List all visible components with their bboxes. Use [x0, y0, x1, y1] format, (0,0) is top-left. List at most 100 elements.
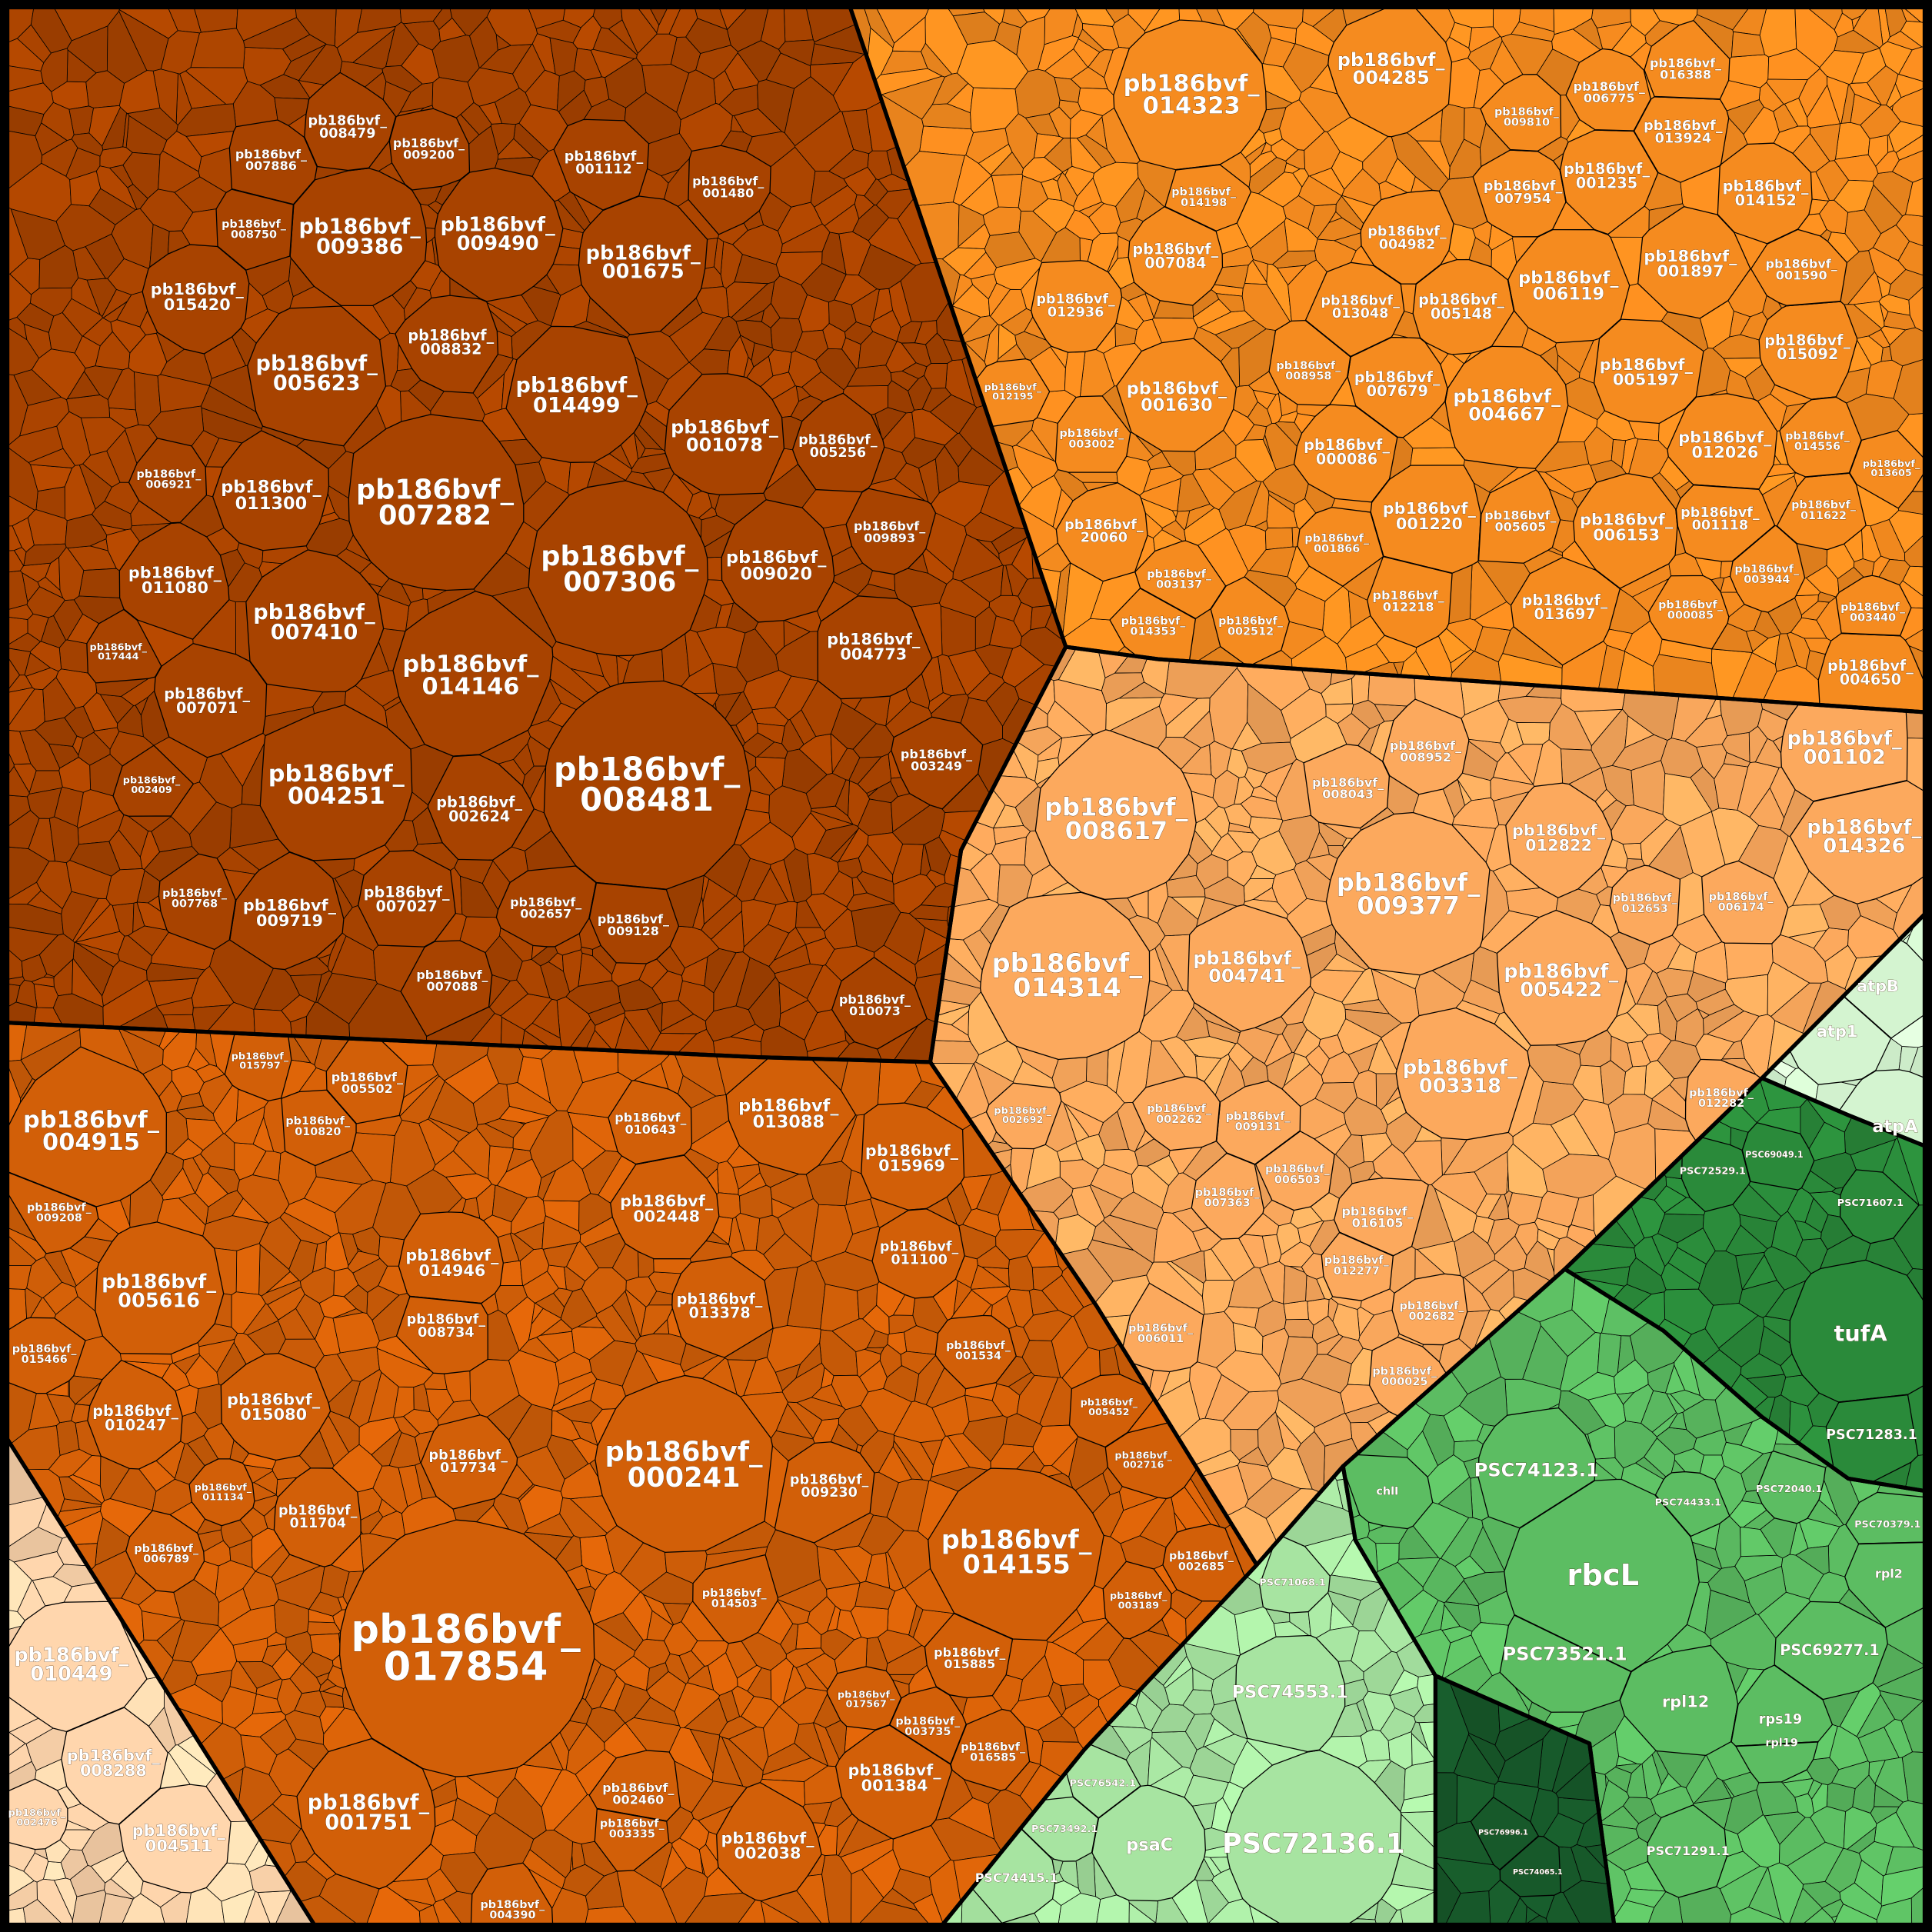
cell	[661, 169, 680, 184]
label-line: 002448	[633, 1207, 700, 1225]
cell	[686, 491, 712, 518]
cell	[205, 466, 223, 498]
cell-label: pb186bvf_ 003440	[1840, 601, 1906, 625]
cell-label: pb186bvf_ 011134	[195, 1482, 252, 1503]
cell-label: pb186bvf_ 014152	[1723, 178, 1809, 209]
label-line: 002685	[1178, 1561, 1224, 1573]
cell	[920, 844, 931, 876]
cells	[6, 6, 1926, 1926]
cell	[401, 43, 440, 85]
label-line: 012218	[1383, 600, 1434, 615]
cell-label: pb186bvf_ 002692	[994, 1105, 1051, 1126]
cell-label: pb186bvf_ 005422	[1504, 960, 1618, 1001]
cell-label: pb186bvf_ 005256	[798, 432, 878, 461]
label-line: 009810	[1504, 117, 1550, 129]
cell	[67, 614, 99, 644]
cell	[611, 1244, 639, 1281]
cell-label: pb186bvf_ 003318	[1403, 1056, 1517, 1098]
cell-label: PSC74123.1	[1474, 1460, 1599, 1481]
cell	[551, 641, 605, 678]
cell	[848, 780, 870, 827]
label-line: 011622	[1800, 510, 1847, 522]
cell	[58, 639, 88, 674]
cell	[522, 765, 546, 800]
cell	[531, 33, 556, 75]
cell	[498, 438, 542, 465]
cell	[745, 131, 796, 167]
cell	[106, 11, 148, 84]
cell	[891, 793, 931, 832]
cell-label: pb186bvf_ 002476	[8, 1807, 66, 1828]
cell	[834, 779, 850, 817]
label-line: 009208	[36, 1212, 82, 1224]
cell	[121, 676, 156, 706]
cell-label: pb186bvf_ 005616	[102, 1271, 216, 1312]
label-line: 013088	[753, 1112, 825, 1132]
cell	[790, 395, 824, 421]
cell	[554, 199, 585, 233]
cell-label: pb186bvf_ 013088	[738, 1096, 839, 1132]
cell	[922, 548, 954, 585]
label-line: 011080	[142, 578, 208, 597]
label-line: 008750	[231, 229, 277, 242]
cell-label: pb186bvf_ 007306	[541, 541, 699, 598]
label-line: 008617	[1065, 816, 1168, 845]
cell	[130, 500, 172, 526]
cell	[685, 18, 731, 54]
cell	[78, 568, 120, 598]
cell	[924, 363, 948, 389]
cell	[95, 165, 138, 211]
label-line: 012195	[992, 391, 1034, 403]
label-line: 001897	[1657, 261, 1724, 280]
cell-label: pb186bvf_ 000085	[1658, 599, 1724, 622]
cell-label: pb186bvf_ 007954	[1484, 178, 1563, 207]
cell-label: PSC73492.1	[1031, 1824, 1098, 1835]
cell	[1906, 710, 1925, 739]
cell-label: atpB	[1857, 977, 1899, 995]
label-line: 009719	[256, 911, 323, 930]
label-line: 002624	[448, 808, 510, 825]
label-line: 006775	[1584, 91, 1635, 105]
cell	[42, 677, 76, 722]
cell-label: pb186bvf_ 001235	[1564, 160, 1650, 192]
label-line: 014946	[419, 1261, 486, 1280]
label-line: 012936	[1048, 305, 1104, 320]
cell-label: pb186bvf_ 006503	[1265, 1164, 1331, 1187]
cell	[289, 286, 342, 309]
cell-label: pb186bvf_ 008288	[67, 1746, 161, 1780]
label-line: 004773	[840, 645, 907, 664]
label-line: 001235	[1576, 174, 1637, 192]
cell-label: pb186bvf_ 014353	[1121, 615, 1187, 638]
label-line: 004982	[1379, 237, 1436, 252]
label-line: 010449	[30, 1663, 112, 1686]
cell	[531, 945, 548, 960]
label-line: 008479	[319, 126, 376, 142]
label-line: 001384	[861, 1776, 928, 1794]
cell-label: pb186bvf_ 010247	[92, 1402, 178, 1434]
label-line: 009230	[801, 1485, 858, 1501]
cell	[888, 280, 912, 328]
label-line: 017734	[440, 1461, 497, 1476]
cell-label: PSC71291.1	[1647, 1844, 1730, 1858]
label-line: 009893	[864, 531, 915, 545]
cell-label: pb186bvf_ 008734	[407, 1312, 486, 1341]
label-line: 009020	[741, 564, 813, 584]
label-line: 005452	[1088, 1407, 1129, 1418]
label-line: 001534	[955, 1350, 1001, 1362]
cell-label: pb186bvf_ 009208	[27, 1201, 92, 1224]
cell	[1264, 527, 1294, 551]
cell	[206, 528, 240, 555]
cell-label: rpl12	[1662, 1693, 1709, 1711]
cell-label: pb186bvf_ 009810	[1494, 106, 1560, 129]
label-line: 003002	[1068, 438, 1114, 451]
cell	[29, 641, 62, 672]
cell	[469, 16, 498, 68]
cell	[858, 1514, 904, 1556]
cell	[726, 601, 758, 634]
cell-label: pb186bvf_ 007027	[364, 884, 450, 915]
label-line: 001675	[602, 261, 685, 284]
cell-label: pb186bvf_ 001866	[1304, 532, 1370, 555]
label-line: 004390	[489, 1910, 535, 1922]
cell	[202, 1215, 269, 1251]
cell	[331, 1654, 342, 1670]
